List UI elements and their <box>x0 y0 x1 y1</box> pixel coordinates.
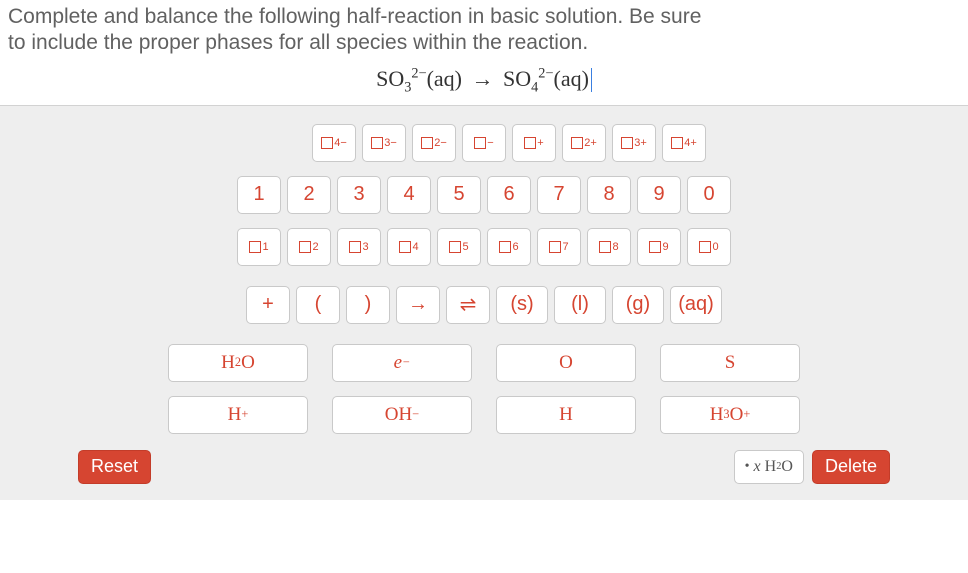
subscript-8-button[interactable]: 8 <box>587 228 631 266</box>
prompt-line-1: Complete and balance the following half-… <box>8 5 701 28</box>
species-row-2: H+ OH− H H3O+ <box>168 396 800 434</box>
equation-lhs: SO32−(aq) <box>376 66 467 91</box>
subscript-4-button[interactable]: 4 <box>387 228 431 266</box>
digit-7-button[interactable]: 7 <box>537 176 581 214</box>
digit-9-button[interactable]: 9 <box>637 176 681 214</box>
charge-3minus-button[interactable]: 3− <box>362 124 406 162</box>
subscript-0-button[interactable]: 0 <box>687 228 731 266</box>
h-plus-button[interactable]: H+ <box>168 396 308 434</box>
charge-4minus-button[interactable]: 4− <box>312 124 356 162</box>
charge-2plus-button[interactable]: 2+ <box>562 124 606 162</box>
charge-1minus-button[interactable]: − <box>462 124 506 162</box>
equation-rhs: SO42−(aq) <box>503 65 592 97</box>
arrow-button[interactable]: → <box>396 286 440 324</box>
digit-8-button[interactable]: 8 <box>587 176 631 214</box>
subscript-5-button[interactable]: 5 <box>437 228 481 266</box>
digit-0-button[interactable]: 0 <box>687 176 731 214</box>
species-row-1: H2O e− O S <box>168 344 800 382</box>
hydrate-button[interactable]: •x H2O <box>734 450 804 484</box>
number-row: 1 2 3 4 5 6 7 8 9 0 <box>237 176 731 214</box>
rparen-button[interactable]: ) <box>346 286 390 324</box>
h-button[interactable]: H <box>496 396 636 434</box>
digit-6-button[interactable]: 6 <box>487 176 531 214</box>
subscript-2-button[interactable]: 2 <box>287 228 331 266</box>
charge-2minus-button[interactable]: 2− <box>412 124 456 162</box>
input-panel: 4− 3− 2− − + 2+ 3+ 4+ 1 2 3 4 5 6 7 8 9 … <box>0 105 968 500</box>
electron-button[interactable]: e− <box>332 344 472 382</box>
equilibrium-button[interactable]: ⇌ <box>446 286 490 324</box>
phase-g-button[interactable]: (g) <box>612 286 664 324</box>
charge-4plus-button[interactable]: 4+ <box>662 124 706 162</box>
digit-4-button[interactable]: 4 <box>387 176 431 214</box>
plus-button[interactable]: + <box>246 286 290 324</box>
subscript-9-button[interactable]: 9 <box>637 228 681 266</box>
text-cursor <box>591 68 592 92</box>
h3o-plus-button[interactable]: H3O+ <box>660 396 800 434</box>
charge-1plus-button[interactable]: + <box>512 124 556 162</box>
subscript-7-button[interactable]: 7 <box>537 228 581 266</box>
digit-1-button[interactable]: 1 <box>237 176 281 214</box>
o-button[interactable]: O <box>496 344 636 382</box>
equation-display[interactable]: SO32−(aq) → SO42−(aq) <box>0 63 968 105</box>
delete-button[interactable]: Delete <box>812 450 890 484</box>
prompt-line-2: to include the proper phases for all spe… <box>8 31 588 54</box>
subscript-row: 1 2 3 4 5 6 7 8 9 0 <box>237 228 731 266</box>
phase-l-button[interactable]: (l) <box>554 286 606 324</box>
s-button[interactable]: S <box>660 344 800 382</box>
subscript-3-button[interactable]: 3 <box>337 228 381 266</box>
charge-row: 4− 3− 2− − + 2+ 3+ 4+ <box>312 124 706 162</box>
reset-button[interactable]: Reset <box>78 450 151 484</box>
digit-3-button[interactable]: 3 <box>337 176 381 214</box>
h2o-button[interactable]: H2O <box>168 344 308 382</box>
symbol-row: + ( ) → ⇌ (s) (l) (g) (aq) <box>246 286 722 324</box>
digit-5-button[interactable]: 5 <box>437 176 481 214</box>
subscript-6-button[interactable]: 6 <box>487 228 531 266</box>
oh-minus-button[interactable]: OH− <box>332 396 472 434</box>
action-row: Reset •x H2O Delete <box>78 450 890 484</box>
equation-arrow: → <box>472 66 494 91</box>
phase-aq-button[interactable]: (aq) <box>670 286 722 324</box>
subscript-1-button[interactable]: 1 <box>237 228 281 266</box>
lparen-button[interactable]: ( <box>296 286 340 324</box>
digit-2-button[interactable]: 2 <box>287 176 331 214</box>
question-prompt: Complete and balance the following half-… <box>0 0 968 63</box>
charge-3plus-button[interactable]: 3+ <box>612 124 656 162</box>
dot-icon: • <box>745 459 750 475</box>
phase-s-button[interactable]: (s) <box>496 286 548 324</box>
